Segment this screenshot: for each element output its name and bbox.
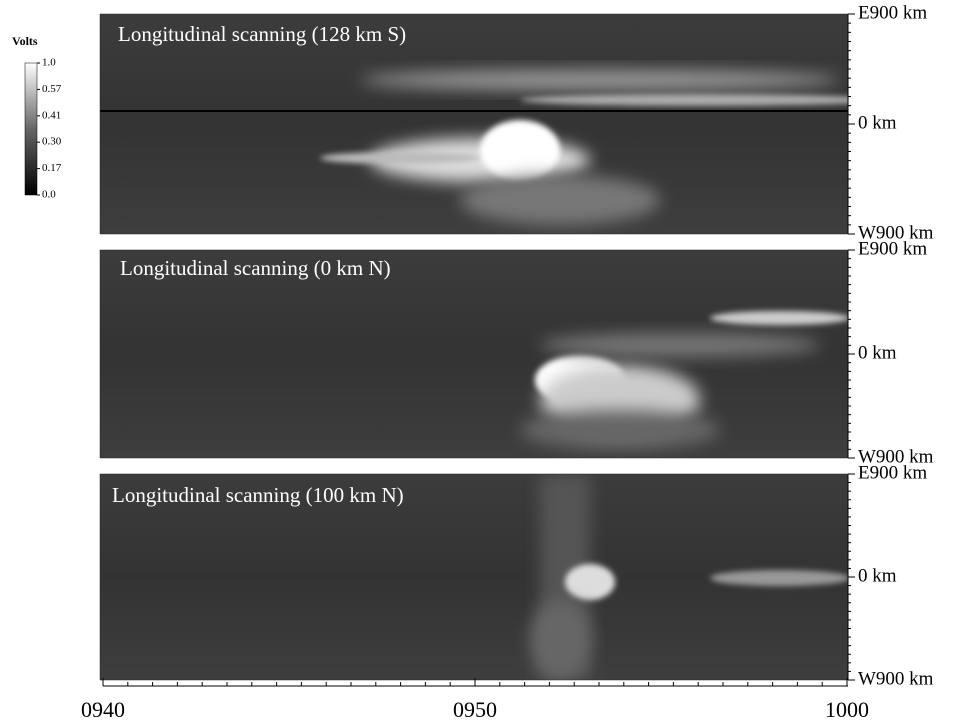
y-tick-label: 0 km: [858, 565, 897, 586]
y-tick-label: W900 km: [858, 222, 934, 243]
y-tick-label: 0 km: [858, 112, 897, 133]
panel-title: Longitudinal scanning (0 km N): [120, 256, 391, 280]
panel-title: Longitudinal scanning (128 km S): [118, 22, 406, 46]
colorbar-tick-label: 0.30: [42, 136, 62, 148]
colorbar-tick-label: 0.41: [42, 109, 61, 121]
colorbar-title: Volts: [12, 34, 38, 48]
colorbar: [24, 62, 38, 196]
x-tick-label: 0950: [453, 697, 497, 722]
y-tick-label: E900 km: [858, 238, 927, 259]
y-tick-label: W900 km: [858, 446, 934, 467]
colorbar-tick-label: 0.17: [42, 162, 62, 174]
colorbar-tick-label: 1.0: [42, 57, 56, 69]
colorbar-tick-label: 0.57: [42, 83, 62, 95]
image-panel-2: [100, 250, 848, 458]
y-tick-label: E900 km: [858, 462, 927, 483]
y-tick-label: 0 km: [858, 342, 897, 363]
colorbar-tick-label: 0.0: [42, 189, 56, 201]
x-tick-label: 1000: [825, 697, 869, 722]
image-panel-1: [100, 14, 848, 234]
panel-title: Longitudinal scanning (100 km N): [112, 483, 404, 507]
y-tick-label: E900 km: [858, 2, 927, 23]
x-tick-label: 0940: [81, 697, 125, 722]
image-panel-3: [100, 474, 848, 680]
y-tick-label: W900 km: [858, 668, 934, 689]
